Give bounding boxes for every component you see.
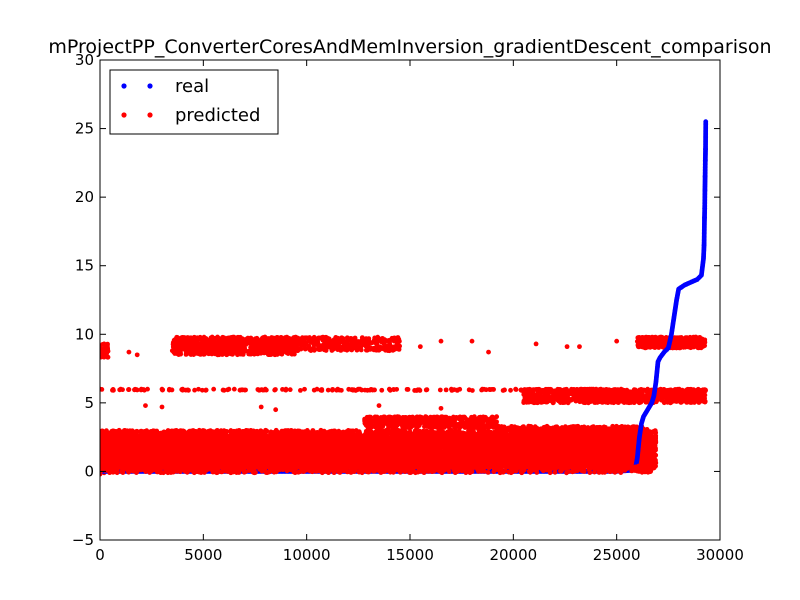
chart-title: mProjectPP_ConverterCoresAndMemInversion… [48, 36, 771, 58]
